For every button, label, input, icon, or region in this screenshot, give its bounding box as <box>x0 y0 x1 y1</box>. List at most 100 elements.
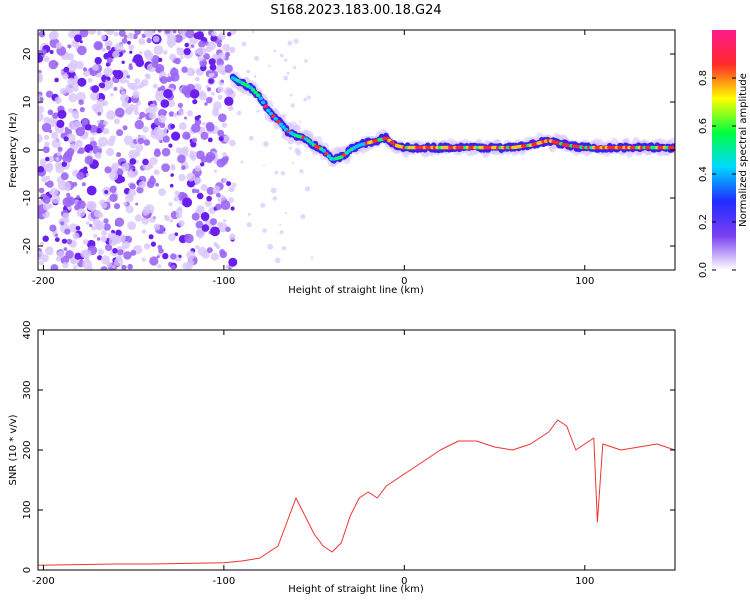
noise-speck <box>122 125 128 131</box>
noise-speck <box>50 264 59 270</box>
noise-speck <box>254 55 259 61</box>
noise-speck <box>38 30 46 38</box>
noise-speck <box>138 38 146 45</box>
noise-speck <box>194 177 202 185</box>
noise-speck <box>127 194 132 200</box>
noise-speck <box>163 50 168 55</box>
noise-speck <box>77 45 87 56</box>
noise-speck <box>121 60 125 64</box>
ridge-peak <box>321 149 326 153</box>
snr-x-tick-label: -200 <box>32 576 55 587</box>
noise-speck <box>132 54 143 65</box>
noise-speck <box>160 85 166 91</box>
noise-speck <box>146 37 152 44</box>
noise-speck <box>246 69 251 74</box>
spectrogram-x-tick-label: 100 <box>575 276 594 287</box>
noise-speck <box>168 111 175 117</box>
noise-speck <box>177 154 186 164</box>
noise-speck <box>103 218 109 224</box>
noise-speck <box>101 47 106 52</box>
noise-speck <box>164 30 171 34</box>
noise-speck <box>128 103 135 110</box>
noise-speck <box>75 139 83 148</box>
noise-speck <box>197 55 204 62</box>
noise-speck <box>134 120 144 130</box>
noise-speck <box>128 44 135 51</box>
noise-speck <box>101 202 108 209</box>
noise-speck <box>132 168 136 172</box>
noise-speck <box>38 105 45 113</box>
noise-speck <box>41 254 49 263</box>
noise-speck <box>96 237 101 241</box>
noise-speck <box>169 53 177 62</box>
ridge-peak <box>250 88 256 92</box>
noise-speck <box>178 220 185 227</box>
noise-speck <box>101 255 110 265</box>
noise-speck <box>246 222 252 228</box>
noise-speck <box>120 93 130 103</box>
noise-speck <box>109 171 119 181</box>
noise-speck <box>170 67 179 77</box>
colorbar: 0.0 0.2 0.4 0.6 0.8 Normalized spectral ampl… <box>698 30 749 278</box>
noise-speck <box>205 200 212 208</box>
noise-speck <box>94 105 104 115</box>
ridge-peak <box>276 119 281 124</box>
noise-speck <box>170 253 177 260</box>
noise-speck <box>154 133 162 141</box>
noise-speck <box>189 89 200 99</box>
noise-speck <box>122 49 126 54</box>
noise-speck <box>195 220 204 229</box>
noise-speck <box>182 197 193 208</box>
noise-speck <box>38 166 45 173</box>
noise-speck <box>113 69 124 80</box>
noise-speck <box>139 51 143 55</box>
noise-speck <box>149 216 156 223</box>
noise-speck <box>101 229 108 236</box>
ridge-peak <box>266 108 271 113</box>
noise-speck <box>106 57 113 64</box>
noise-speck <box>62 197 73 207</box>
noise-speck <box>59 88 67 95</box>
noise-speck <box>153 126 162 135</box>
noise-speck <box>62 261 69 269</box>
ridge-peak <box>256 93 261 98</box>
noise-speck <box>125 205 134 214</box>
noise-speck <box>192 137 198 143</box>
noise-speck <box>79 107 85 113</box>
noise-speck <box>182 131 191 140</box>
snr-y-tick-label: 200 <box>22 440 33 459</box>
ridge-peak <box>263 104 268 109</box>
snr-axes: -200 -100 0 100 0 100 200 300 400 <box>22 320 675 587</box>
noise-speck <box>96 98 105 108</box>
noise-speck <box>157 30 162 33</box>
noise-speck <box>93 41 103 51</box>
noise-speck <box>110 93 114 97</box>
noise-speck <box>132 33 138 40</box>
noise-speck <box>121 90 125 95</box>
noise-speck <box>60 172 69 181</box>
noise-speck <box>195 189 200 194</box>
noise-speck <box>241 41 247 47</box>
noise-speck <box>148 177 157 185</box>
snr-x-tick-label: 100 <box>575 576 594 587</box>
noise-speck <box>229 46 236 54</box>
noise-speck <box>42 235 49 242</box>
noise-speck <box>263 164 266 167</box>
noise-speck <box>186 110 193 117</box>
noise-speck <box>144 51 154 61</box>
noise-speck <box>198 40 206 48</box>
noise-speck <box>112 265 116 269</box>
noise-speck <box>216 42 222 48</box>
noise-speck <box>157 244 163 250</box>
noise-speck <box>149 256 159 266</box>
noise-speck <box>211 31 217 37</box>
noise-speck <box>127 40 131 45</box>
noise-speck <box>262 228 267 233</box>
noise-speck <box>109 185 117 193</box>
noise-speck <box>83 166 88 171</box>
noise-speck <box>228 257 238 267</box>
noise-speck <box>118 30 126 37</box>
noise-speck <box>93 233 98 239</box>
noise-speck <box>231 182 237 188</box>
